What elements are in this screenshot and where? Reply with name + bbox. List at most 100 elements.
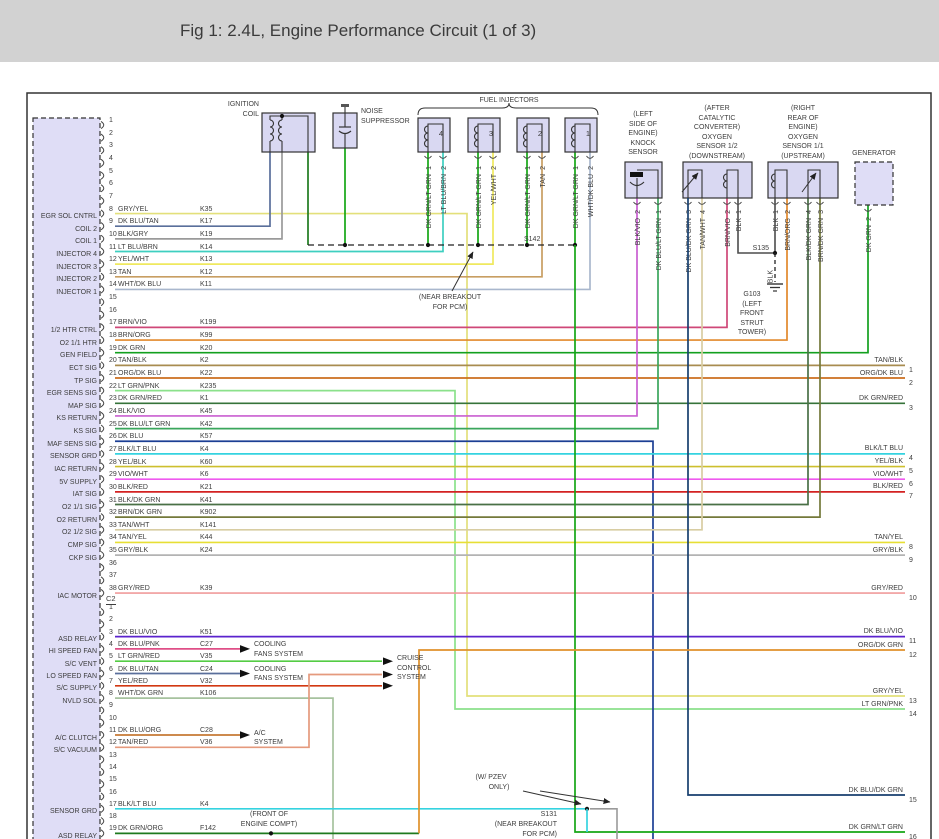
o2-upstream-caption: (RIGHT REAR OF ENGINE) OXYGEN SENSOR 1/1… [781,104,825,161]
o2-wire-label: TAN/WHT [700,217,707,249]
edge-pin-number: 10 [909,594,917,604]
c1-pin26-wire [115,441,653,839]
circuit-code: K2 [200,356,209,366]
injector-wire-label: TAN [540,174,547,187]
pin-number: 31 [109,496,117,506]
wire-color-label: DK BLU/TAN [118,665,159,675]
injector-pin-number: 2 [540,166,547,170]
injector-number: 2 [538,129,542,139]
edge-wire-label: GRY/RED [871,584,903,594]
injector-wire-label: DK GRN/LT GRN [426,174,433,228]
pin-socket [101,682,104,689]
circuit-code: K45 [200,407,212,417]
pin-number: 38 [109,584,117,594]
pin-number: 36 [109,559,117,569]
cooling-fans-target: COOLING FANS SYSTEM [254,640,303,659]
pin-socket [101,476,104,483]
edge-wire-label: GRY/BLK [873,546,903,556]
pin-socket [101,362,104,369]
o2-wire-label: BRN/VIO [725,217,732,246]
pcm-pin-function: CKP SIG [69,554,97,564]
pcm-pin-function: ASD RELAY [58,832,97,839]
wire-color-label: GRY/YEL [118,205,148,215]
edge-pin-number: 1 [909,366,913,376]
pin-socket [101,311,104,318]
pcm-pin-function: EGR SENS SIG [47,389,97,399]
injector-pin-number: 2 [588,166,595,170]
pin-socket [101,400,104,407]
o2-pin-number: 3 [818,210,825,214]
pin-socket [101,621,104,628]
circuit-code: K57 [200,432,212,442]
edge-wire-label: TAN/YEL [874,533,903,543]
edge-wire-label: DK GRN/RED [859,394,903,404]
pin-socket [101,695,104,702]
wire-color-label: BRN/DK GRN [118,508,162,518]
pin-socket [101,793,104,800]
wire-color-label: LT GRN/PNK [118,382,159,392]
edge-wire-label: VIO/WHT [873,470,903,480]
pcm-pin-function: TP SIG [74,377,97,387]
pin-number: 3 [109,141,113,151]
c1-pin25-wire [115,198,658,429]
pcm-pin-function: EGR SOL CNTRL [41,212,97,222]
pin-number: 10 [109,714,117,724]
pin-socket [101,185,104,192]
circuit-code: K13 [200,255,212,265]
pin-socket [101,756,104,763]
pcm-pin-function: IAC RETURN [54,465,97,475]
pin-number: 16 [109,788,117,798]
pin-socket [101,731,104,738]
o2-pin-number: 1 [773,210,780,214]
pin-socket [101,121,104,128]
pcm-pin-function: COIL 1 [75,237,97,247]
wire-color-label: TAN/YEL [118,533,147,543]
pcm-pin-function: ASD RELAY [58,635,97,645]
pin-number: 5 [109,167,113,177]
pin-number: 2 [109,129,113,139]
flow-arrow-icon [240,670,250,678]
pin-socket [101,552,104,559]
pin-number: 24 [109,407,117,417]
circuit-code: K902 [200,508,216,518]
knock-wire-label: DK BLU/LT GRN [656,218,663,270]
s131-label: FOR PCM) [522,830,557,839]
circuit-code: K6 [200,470,209,480]
generator-wire-label: DK GRN [866,225,873,252]
pcm-pin-function: INJECTOR 1 [56,288,97,298]
pin-socket [101,248,104,255]
injector-box [468,118,500,152]
circuit-code: K141 [200,521,216,531]
knock-pin-number: 2 [635,210,642,214]
s142-splice-dot [426,243,430,247]
pin-number: 4 [109,154,113,164]
wire-color-label: LT BLU/BRN [118,243,158,253]
pin-number: 11 [109,243,116,253]
c1-pin14-wire [115,152,590,289]
wire-color-label: DK BLU/TAN [118,217,159,227]
wire-color-label: LT GRN/RED [118,652,160,662]
wire-color-label: BLK/LT BLU [118,800,156,810]
c1-pin12-wire [115,152,493,264]
circuit-code: K4 [200,800,209,810]
wire-color-label: YEL/RED [118,677,148,687]
pin-number: 7 [109,192,113,202]
injector-box [565,118,597,152]
ground-wire-label: BLK [768,270,775,284]
circuit-code: K12 [200,268,212,278]
injector-wire-label: LT BLU/BRN [441,174,448,214]
pcm-pin-function: O2 1/1 SIG [62,503,97,513]
pcm-pin-function: KS SIG [74,427,97,437]
edge-pin-number: 5 [909,467,913,477]
wire-color-label: BLK/VIO [118,407,145,417]
pin-number: 13 [109,268,117,278]
edge-wire-label: GRY/YEL [873,687,903,697]
pcm-pin-function: INJECTOR 3 [56,263,97,273]
edge-pin-number: 16 [909,833,917,839]
circuit-code: K235 [200,382,216,392]
injector-pin-number: 1 [476,166,483,170]
edge-pin-number: 7 [909,492,913,502]
edge-wire-label: BLK/RED [873,482,903,492]
wire-color-label: VIO/WHT [118,470,148,480]
front-engine-note: ENGINE COMPT) [241,820,297,830]
